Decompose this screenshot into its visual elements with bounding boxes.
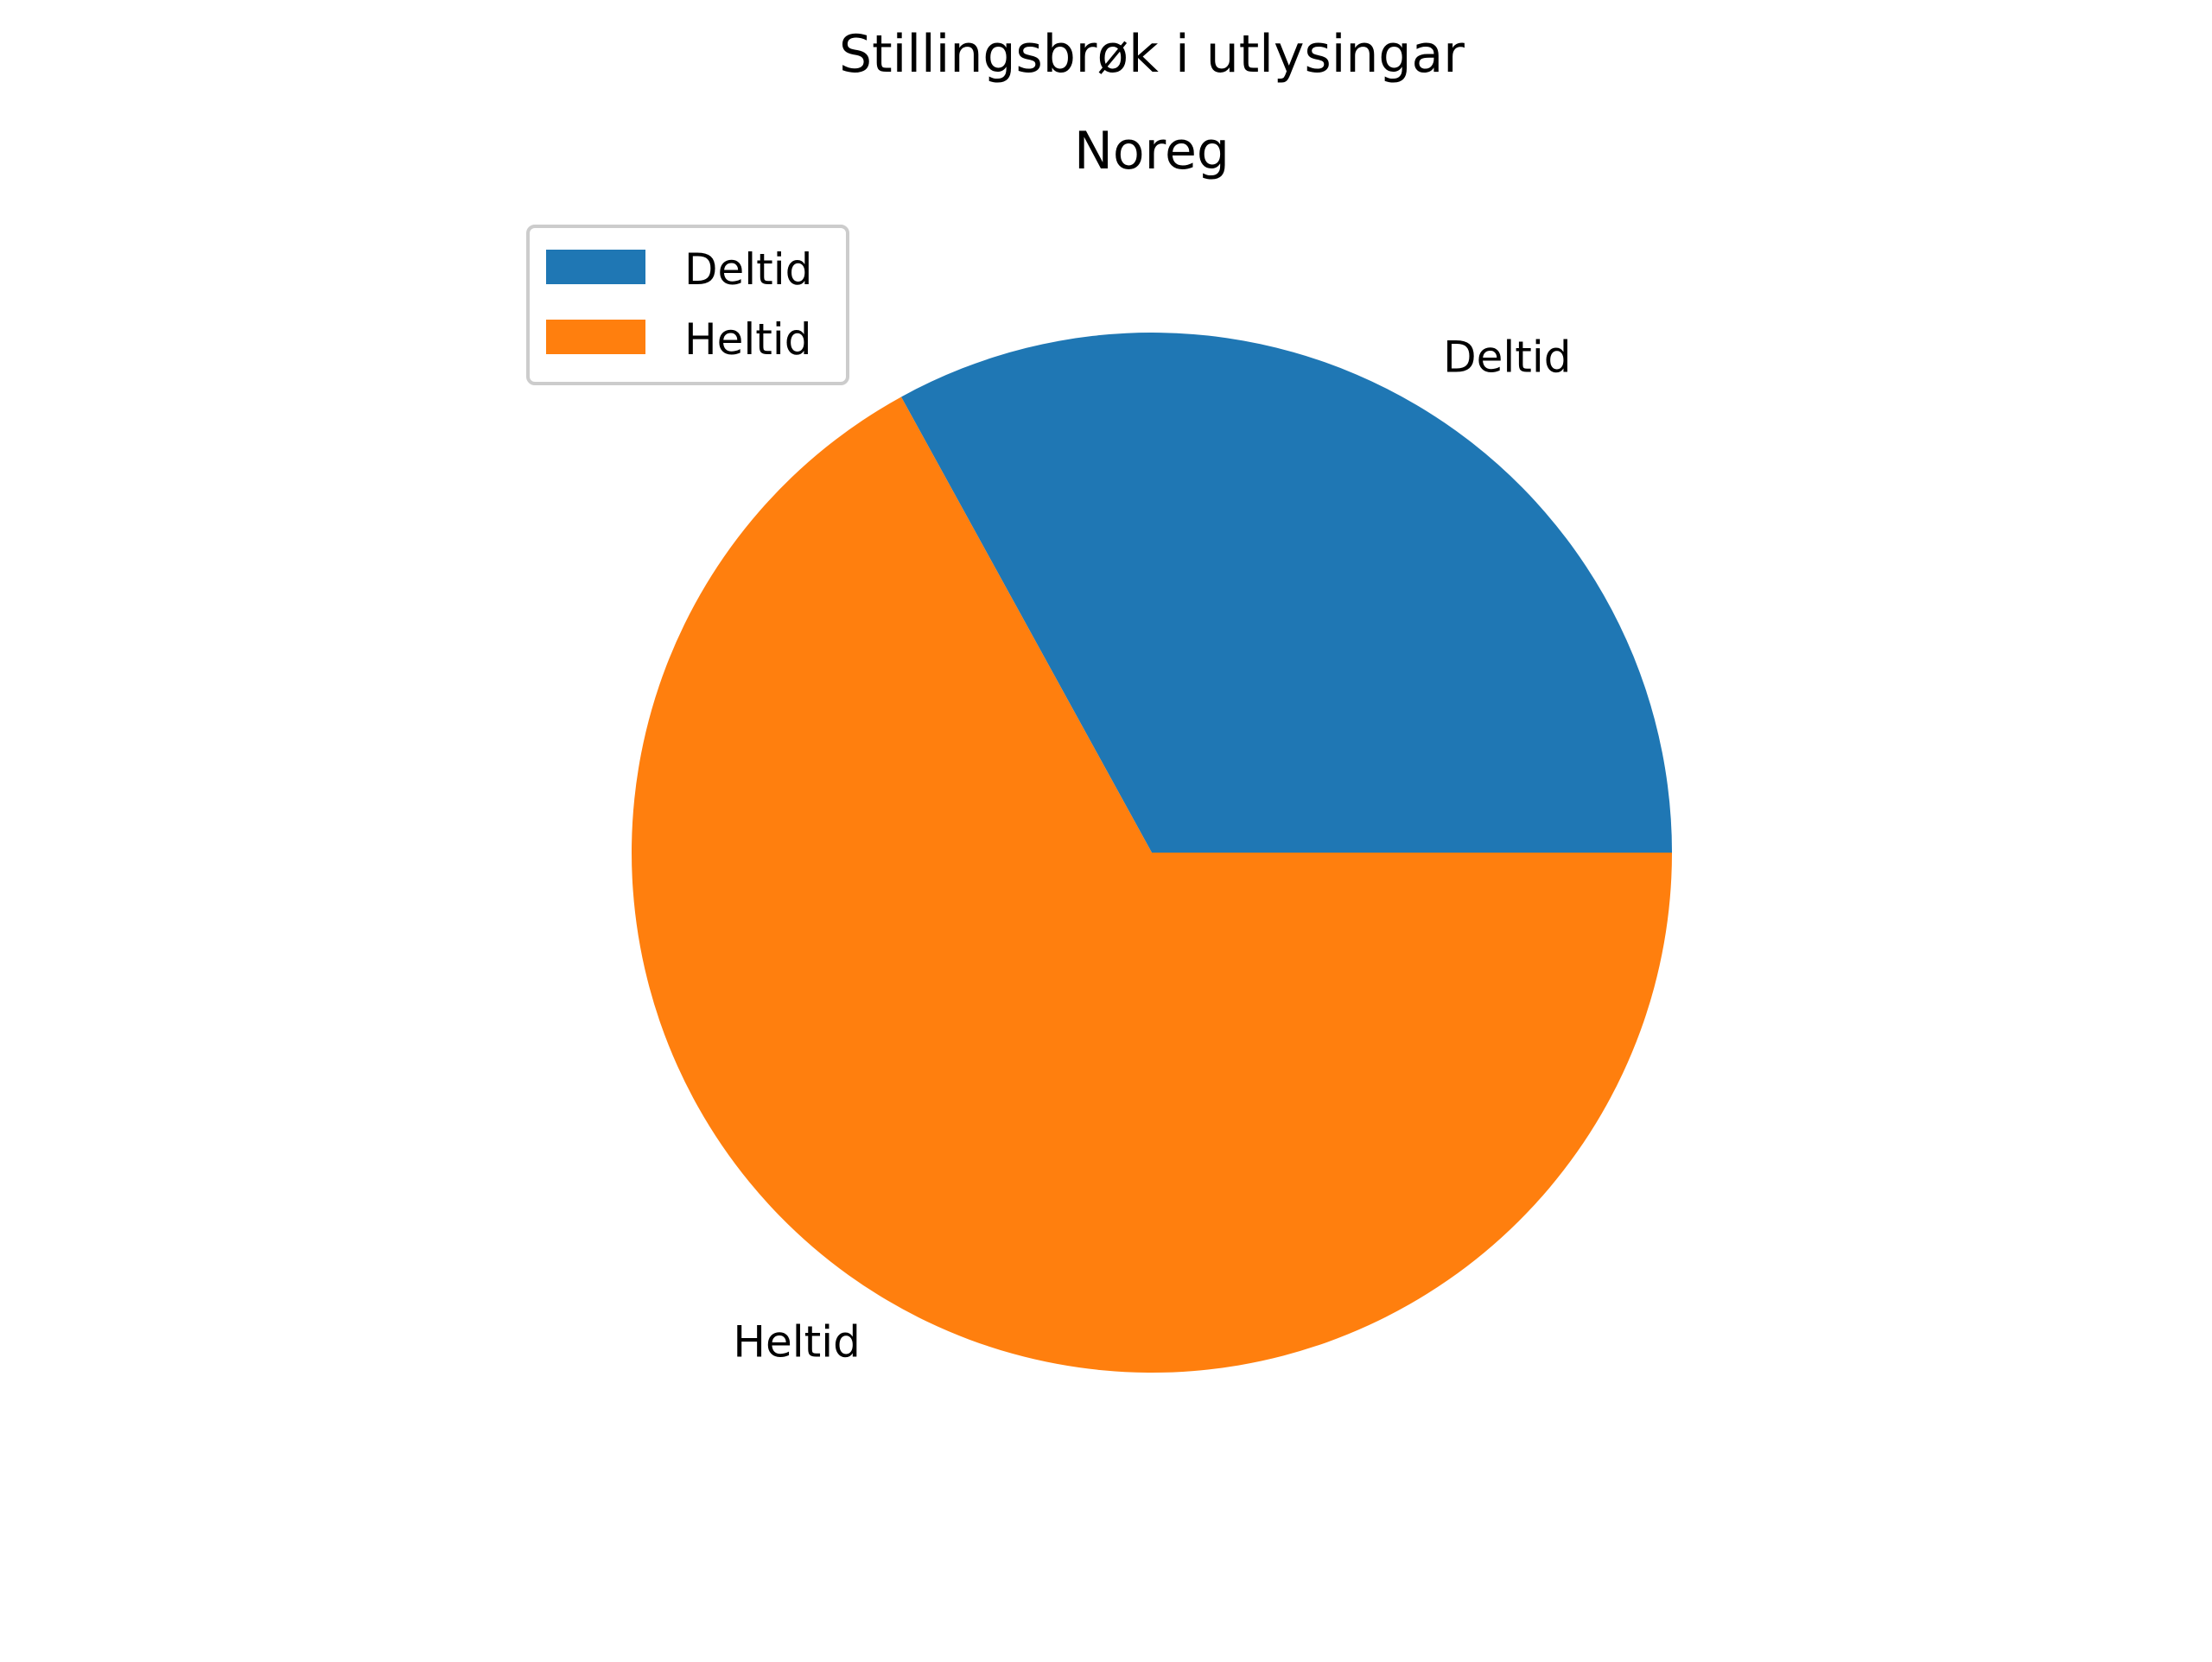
legend-swatch-deltid	[546, 250, 645, 284]
pie-slices	[631, 332, 1672, 1373]
legend-label-heltid: Heltid	[684, 314, 812, 365]
legend-label-deltid: Deltid	[684, 244, 812, 295]
slice-label-heltid: Heltid	[733, 1316, 861, 1367]
chart-subtitle: Noreg	[1074, 121, 1230, 181]
chart-legend: Deltid Heltid	[526, 225, 849, 385]
slice-label-deltid: Deltid	[1443, 333, 1571, 383]
chart-title: Stillingsbrøk i utlysingar	[839, 24, 1465, 85]
pie-slice-labels: Deltid Heltid	[733, 333, 1571, 1367]
pie-slice-deltid	[900, 332, 1672, 853]
legend-swatch-heltid	[546, 320, 645, 354]
pie-slice-heltid	[631, 396, 1672, 1373]
